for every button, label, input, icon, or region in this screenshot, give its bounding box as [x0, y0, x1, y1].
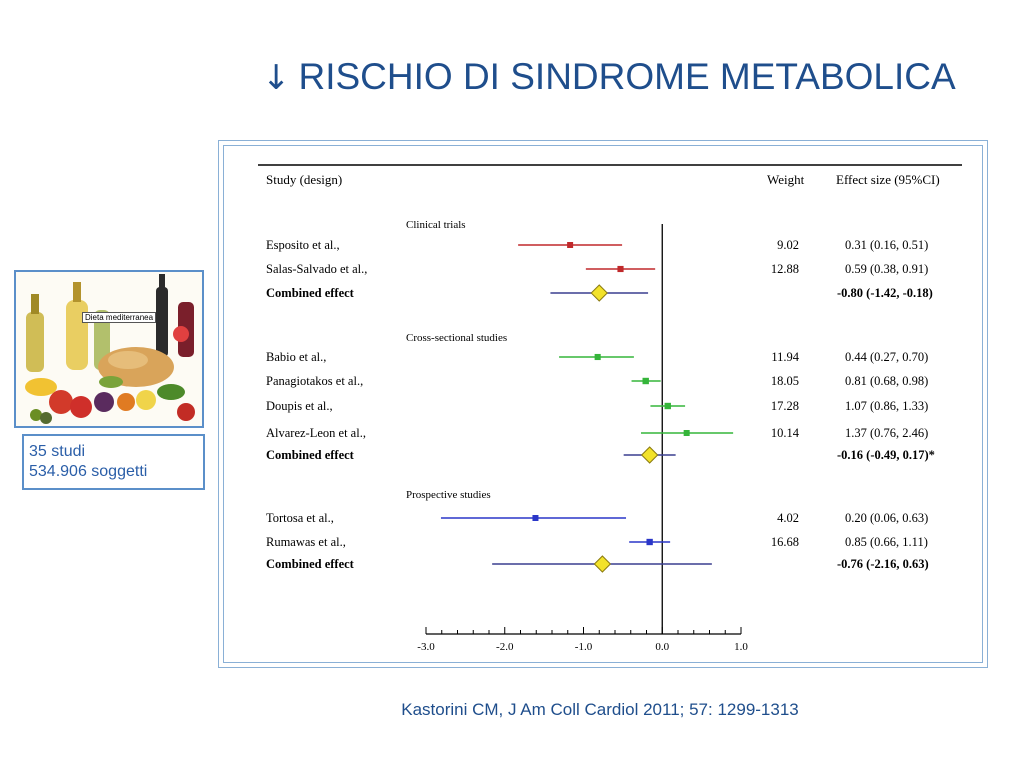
- subjects-count: 534.906 soggetti: [29, 463, 148, 480]
- group-label: Clinical trials: [406, 219, 466, 231]
- forest-plot-frame: Study (design) Weight Effect size (95%CI) C…: [218, 140, 988, 668]
- diet-label: Dieta mediterranea: [82, 312, 157, 323]
- combined-effect-value: -0.16 (-0.49, 0.17)*: [837, 448, 935, 462]
- food-illustration: [16, 272, 202, 426]
- study-label: Doupis et al.,: [266, 399, 333, 413]
- effect-value: 1.37 (0.76, 2.46): [845, 426, 928, 440]
- point-estimate: [617, 265, 624, 273]
- citation: Kastorini CM, J Am Coll Cardiol 2011; 57…: [401, 700, 799, 719]
- weight-value: 12.88: [771, 262, 799, 276]
- x-tick-label: -1.0: [575, 641, 593, 653]
- group-label: Prospective studies: [406, 489, 491, 501]
- combined-effect-value: -0.80 (-1.42, -0.18): [837, 286, 933, 300]
- study-label: Rumawas et al.,: [266, 535, 346, 549]
- combined-effect-value: -0.76 (-2.16, 0.63): [837, 557, 929, 571]
- combined-diamond: [590, 284, 608, 302]
- header-effect: Effect size (95%CI): [836, 172, 940, 187]
- study-label: Salas-Salvado et al.,: [266, 262, 367, 276]
- weight-value: 17.28: [771, 399, 799, 413]
- effect-value: 0.20 (0.06, 0.63): [845, 511, 928, 525]
- combined-label: Combined effect: [266, 286, 355, 300]
- point-estimate: [532, 515, 539, 521]
- effect-value: 0.81 (0.68, 0.98): [845, 374, 928, 388]
- combined-label: Combined effect: [266, 557, 355, 571]
- header-study: Study (design): [266, 172, 342, 187]
- point-estimate: [646, 538, 653, 546]
- combined-label: Combined effect: [266, 448, 355, 462]
- study-label: Babio et al.,: [266, 350, 326, 364]
- weight-value: 11.94: [771, 350, 799, 364]
- weight-value: 9.02: [777, 238, 799, 252]
- weight-value: 10.14: [771, 426, 800, 440]
- point-estimate: [567, 242, 574, 248]
- study-label: Alvarez-Leon et al.,: [266, 426, 366, 440]
- x-tick-label: -3.0: [417, 641, 435, 653]
- forest-plot: Study (design) Weight Effect size (95%CI) C…: [258, 164, 962, 653]
- effect-value: 0.31 (0.16, 0.51): [845, 238, 928, 252]
- slide-title-text: RISCHIO DI SINDROME METABOLICA: [298, 56, 956, 97]
- x-tick-label: -2.0: [496, 641, 514, 653]
- weight-value: 16.68: [771, 535, 799, 549]
- header-weight: Weight: [767, 172, 805, 187]
- studies-count: 35 studi: [29, 443, 86, 460]
- effect-value: 1.07 (0.86, 1.33): [845, 399, 928, 413]
- point-estimate: [683, 429, 690, 437]
- study-label: Tortosa et al.,: [266, 511, 334, 525]
- study-label: Panagiotakos et al.,: [266, 374, 363, 388]
- point-estimate: [594, 353, 601, 361]
- combined-diamond: [593, 555, 612, 573]
- forest-plot-panel: Study (design) Weight Effect size (95%CI) C…: [223, 145, 983, 663]
- group-label: Cross-sectional studies: [406, 332, 507, 344]
- weight-value: 4.02: [777, 511, 799, 525]
- effect-value: 0.59 (0.38, 0.91): [845, 262, 928, 276]
- point-estimate: [642, 377, 649, 385]
- mediterranean-diet-image: Dieta mediterranea: [14, 270, 204, 428]
- effect-value: 0.85 (0.66, 1.11): [845, 535, 928, 549]
- x-tick-label: 0.0: [655, 641, 669, 653]
- x-tick-label: 1.0: [734, 641, 748, 653]
- down-arrow-icon: ↓: [262, 58, 291, 98]
- summary-box: 35 studi 534.906 soggetti: [22, 434, 205, 490]
- study-label: Esposito et al.,: [266, 238, 340, 252]
- slide-title: ↓ RISCHIO DI SINDROME METABOLICA: [262, 56, 982, 98]
- point-estimate: [664, 402, 671, 410]
- combined-diamond: [640, 446, 659, 464]
- effect-value: 0.44 (0.27, 0.70): [845, 350, 928, 364]
- weight-value: 18.05: [771, 374, 799, 388]
